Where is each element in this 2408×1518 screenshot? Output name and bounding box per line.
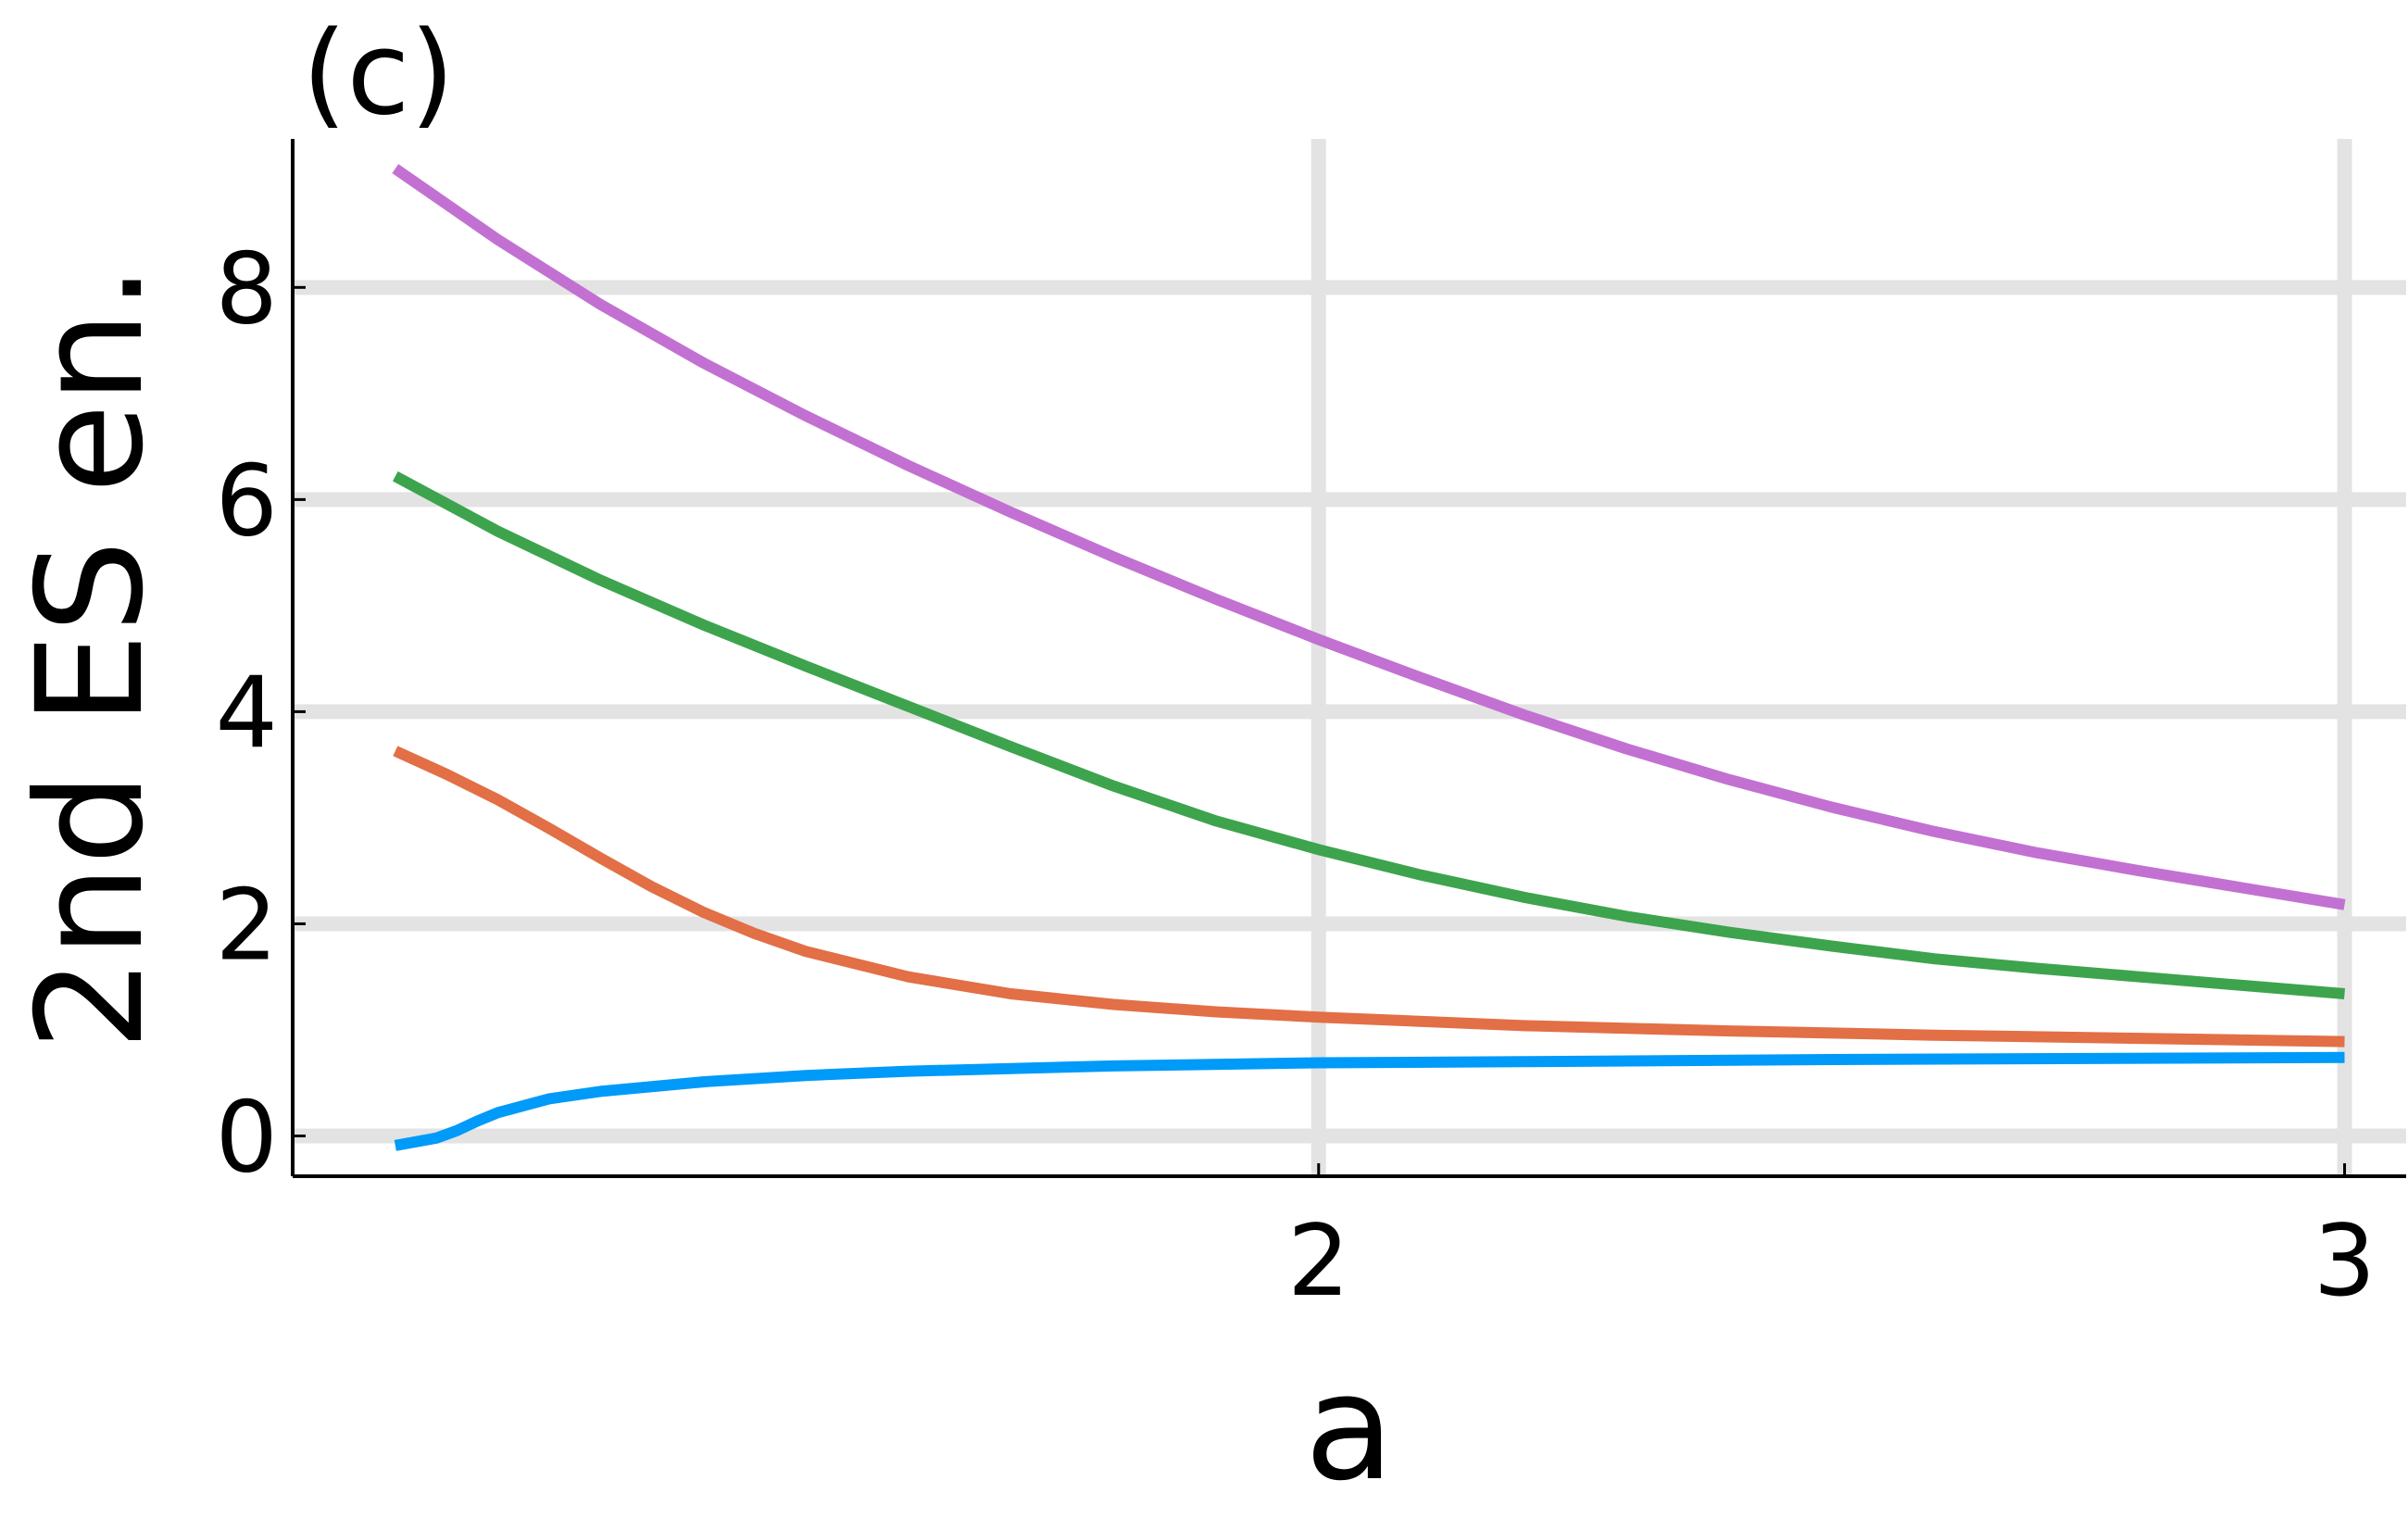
series-line-2: [392, 470, 2345, 999]
x-tick-label: 3: [2314, 1204, 2376, 1318]
axes: [291, 139, 2406, 1178]
x-tick-label: 2: [1287, 1204, 1349, 1318]
y-tick-label: 0: [216, 1080, 278, 1194]
y-tick-label: 2: [216, 868, 278, 982]
series-line-1: [392, 164, 2346, 910]
series-line-4: [394, 1051, 2345, 1151]
y-tick-label: 8: [216, 232, 278, 345]
ticks: 0 2 4 6 8 2 3: [216, 232, 2377, 1318]
y-tick-label: 4: [216, 656, 278, 770]
x-axis-label: a: [1305, 1343, 1395, 1513]
chart-title: (c): [302, 7, 455, 141]
y-tick-label: 6: [216, 444, 278, 558]
grid: [293, 139, 2406, 1176]
series: [392, 164, 2346, 1151]
y-axis-label: 2nd ES en.: [6, 264, 176, 1050]
series-line-3: [393, 746, 2345, 1048]
